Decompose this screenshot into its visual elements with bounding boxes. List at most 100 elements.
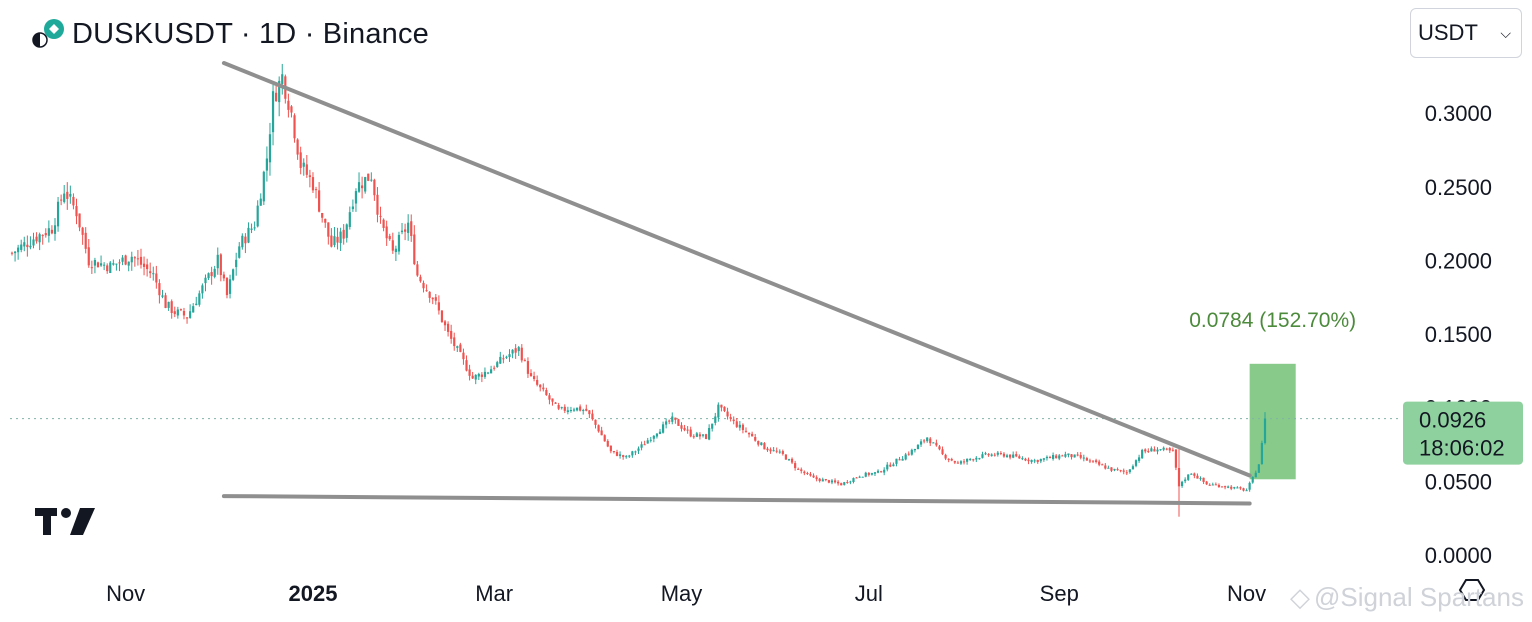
candle-up <box>1134 459 1138 468</box>
candle-down <box>1027 457 1030 465</box>
candle-up <box>192 303 195 313</box>
candle-down <box>440 310 444 323</box>
candle-up <box>486 371 490 375</box>
candle-down <box>923 439 926 444</box>
candle-down <box>907 451 910 456</box>
candle-down <box>1116 467 1119 471</box>
candle-down <box>118 259 121 272</box>
candle-down <box>1220 486 1224 488</box>
candle-down <box>803 470 806 476</box>
candle-down <box>962 458 966 465</box>
candle-up <box>969 457 972 461</box>
candle-down <box>818 477 821 483</box>
candle-down <box>124 254 127 266</box>
candle-down <box>846 480 849 484</box>
symbol-title[interactable]: DUSKUSDT · 1D · Binance <box>72 17 430 50</box>
candle-down <box>806 471 809 475</box>
candle-down <box>1009 454 1012 460</box>
candle-up <box>821 477 824 482</box>
candle-down <box>953 460 956 465</box>
candle-up <box>112 259 115 266</box>
candle-up <box>1245 488 1248 492</box>
candle-down <box>336 227 339 250</box>
candle-down <box>293 113 296 143</box>
candle-down <box>612 450 616 454</box>
candle-up <box>1162 446 1165 452</box>
x-tick-label: 2025 <box>288 581 337 606</box>
x-tick-label: Sep <box>1040 581 1079 606</box>
candle-down <box>66 182 69 210</box>
candle-up <box>714 412 717 426</box>
candle-down <box>999 451 1002 456</box>
candle-up <box>167 301 170 311</box>
candle-up <box>569 406 573 413</box>
candle-down <box>321 212 324 223</box>
candle-down <box>170 299 173 319</box>
candle-down <box>523 358 526 362</box>
candle-up <box>658 428 662 435</box>
candle-up <box>161 289 164 299</box>
candle-down <box>837 480 840 486</box>
price-axis[interactable]: 0.30000.25000.20000.15000.10000.05000.00… <box>1425 101 1492 568</box>
candle-up <box>1107 465 1110 469</box>
candle-down <box>812 473 815 478</box>
candle-down <box>26 235 29 257</box>
candle-down <box>35 232 38 244</box>
candle-up <box>238 242 241 259</box>
candle-up <box>1073 454 1076 458</box>
y-tick-label: 0.0500 <box>1425 469 1492 494</box>
candle-down <box>314 186 318 199</box>
candle-down <box>1076 452 1079 457</box>
candle-up <box>195 296 198 306</box>
candle-down <box>557 402 560 411</box>
candle-down <box>342 224 345 245</box>
candle-up <box>634 450 637 456</box>
candle-up <box>1064 451 1067 458</box>
candle-down <box>815 475 818 482</box>
candle-up <box>1141 448 1144 459</box>
candle-up <box>830 479 834 485</box>
candle-down <box>419 274 422 283</box>
price-range-box[interactable] <box>1249 363 1296 480</box>
candle-down <box>1174 449 1178 471</box>
candle-up <box>56 196 60 232</box>
candle-up <box>926 437 929 443</box>
candle-down <box>158 279 161 304</box>
settings-hexagon-icon[interactable] <box>1458 579 1486 601</box>
candle-up <box>1263 412 1267 445</box>
tradingview-logo-icon[interactable] <box>35 508 95 535</box>
candle-up <box>508 349 511 362</box>
candle-down <box>155 265 158 289</box>
candle-up <box>582 408 585 415</box>
candle-down <box>299 146 302 175</box>
candle-down <box>324 218 327 228</box>
candle-down <box>219 253 222 282</box>
candle-down <box>425 284 428 292</box>
candle-down <box>1110 467 1113 473</box>
candle-down <box>75 198 78 225</box>
candle-down <box>529 369 533 377</box>
candle-down <box>827 479 831 484</box>
currency-select[interactable]: USDT ⌵ <box>1410 8 1522 58</box>
time-axis[interactable]: Nov 2025 Mar May Jul Sep Nov <box>106 581 1266 606</box>
candle-down <box>443 319 447 331</box>
candle-down <box>539 384 542 392</box>
candle-up <box>250 223 253 234</box>
candle-up <box>400 222 404 235</box>
price-range-layer[interactable]: 0.0784 (152.70%) <box>1189 309 1356 480</box>
candle-up <box>339 227 342 252</box>
candle-down <box>1098 459 1101 467</box>
candle-down <box>493 365 496 371</box>
candle-down <box>1036 459 1039 464</box>
trendlines-layer[interactable] <box>221 61 1252 506</box>
candle-down <box>554 401 557 404</box>
candle-down <box>376 187 379 223</box>
candle-up <box>1260 440 1264 465</box>
trendline[interactable] <box>221 494 1252 506</box>
candle-down <box>428 291 431 303</box>
candle-up <box>1150 446 1153 452</box>
candle-down <box>800 467 803 474</box>
candle-up <box>483 367 487 379</box>
trendline[interactable] <box>221 61 1252 478</box>
